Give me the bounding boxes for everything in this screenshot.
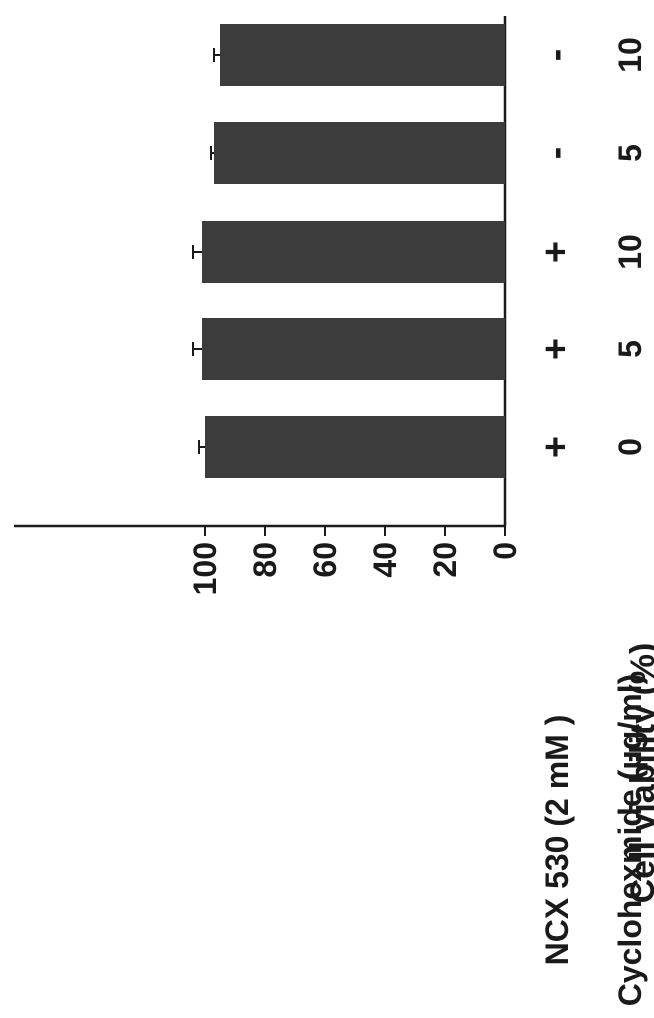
chx-label-1: 5	[612, 340, 648, 358]
chx-label-3: 5	[612, 144, 648, 162]
y-tick-label-60: 60	[307, 542, 343, 578]
y-tick-label-80: 80	[247, 542, 283, 578]
y-tick-label-20: 20	[427, 542, 463, 578]
bar-2	[202, 221, 505, 283]
category-labels-group: +0 + 5 + 10 - 5 - 10	[535, 37, 648, 458]
y-axis-label: Cell viability (%)	[624, 643, 654, 904]
ncx-label-4: -	[535, 49, 577, 62]
error-bars-group	[192, 48, 220, 454]
y-tick-label-40: 40	[367, 542, 403, 578]
chx-label-0: 0	[612, 438, 648, 456]
row-label-cycloheximide: Cyclohexmide (μg/ml)	[612, 674, 648, 1007]
ncx-label-3: -	[535, 147, 577, 160]
ncx-label-1: +	[535, 338, 577, 360]
chart-plot-area: 0 20 40 60 80 100 +0 + 5 + 10 - 5 - 10 Cell viability…	[14, 16, 654, 1006]
chx-label-2: 10	[612, 234, 648, 270]
bars-group	[202, 24, 505, 478]
bar-0	[205, 416, 505, 478]
ncx-label-2: +	[535, 241, 577, 263]
row-label-ncx: NCX 530 (2 mM )	[539, 715, 575, 966]
bar-1	[202, 318, 505, 380]
chx-label-4: 10	[612, 37, 648, 73]
bar-4	[220, 24, 505, 86]
bar-3	[214, 122, 505, 184]
y-ticks-group: 0 20 40 60 80 100	[187, 526, 523, 595]
ncx-label-0: +	[535, 436, 577, 458]
y-tick-label-100: 100	[187, 542, 223, 595]
y-tick-label-0: 0	[487, 542, 523, 560]
